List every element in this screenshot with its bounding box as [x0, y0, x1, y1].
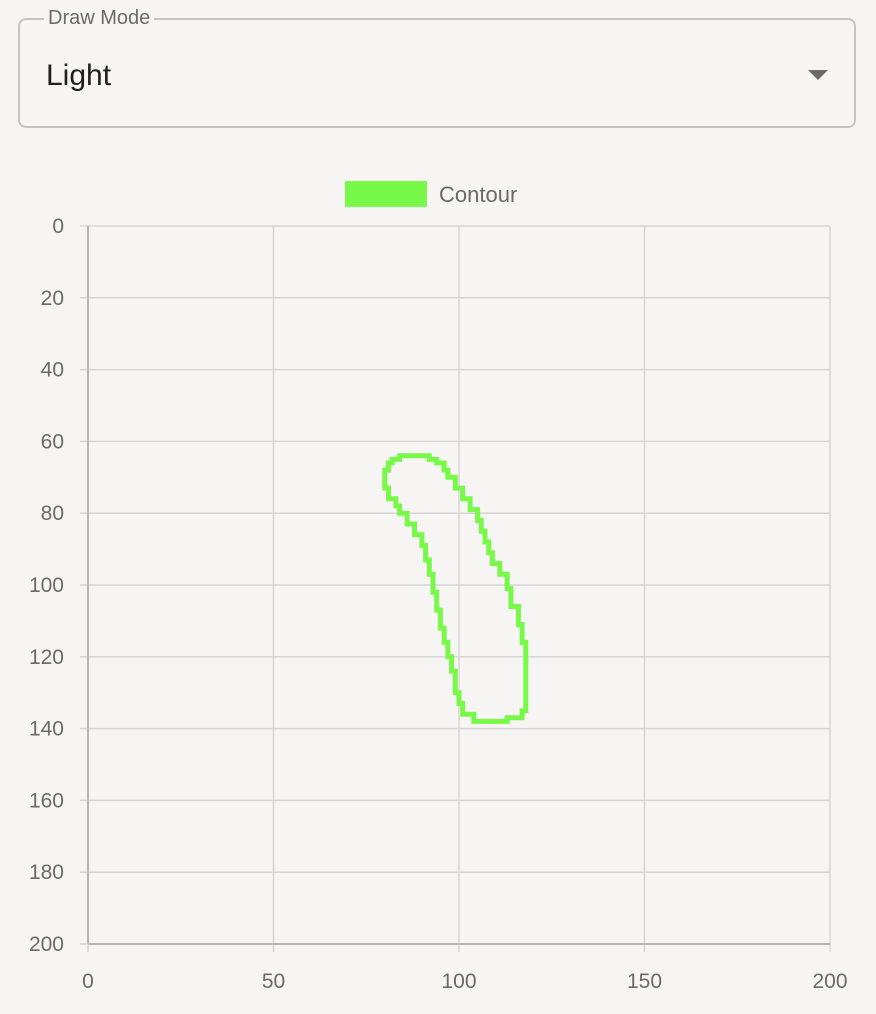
y-tick-label: 160	[29, 789, 64, 812]
x-tick-label: 200	[812, 970, 847, 993]
y-tick-label: 40	[41, 359, 64, 382]
y-tick-label: 0	[52, 215, 64, 238]
legend-swatch-contour[interactable]	[345, 181, 427, 207]
y-tick-label: 20	[41, 287, 64, 310]
legend-label-contour[interactable]: Contour	[439, 182, 517, 207]
contour-series-line	[382, 453, 529, 724]
draw-mode-value: Light	[46, 59, 112, 92]
y-tick-label: 140	[29, 718, 64, 741]
y-tick-label: 180	[29, 861, 64, 884]
x-tick-label: 100	[441, 970, 476, 993]
y-tick-label: 60	[41, 430, 64, 453]
y-tick-label: 80	[41, 502, 64, 525]
draw-mode-label: Draw Mode	[44, 6, 155, 30]
x-tick-label: 50	[262, 970, 285, 993]
y-tick-label: 120	[29, 646, 64, 669]
draw-mode-select[interactable]: Draw Mode Light	[18, 6, 856, 128]
x-tick-label: 150	[627, 970, 662, 993]
chevron-down-icon[interactable]	[808, 70, 828, 80]
y-tick-label: 200	[29, 933, 64, 956]
y-tick-label: 100	[29, 574, 64, 597]
x-tick-label: 0	[82, 970, 94, 993]
